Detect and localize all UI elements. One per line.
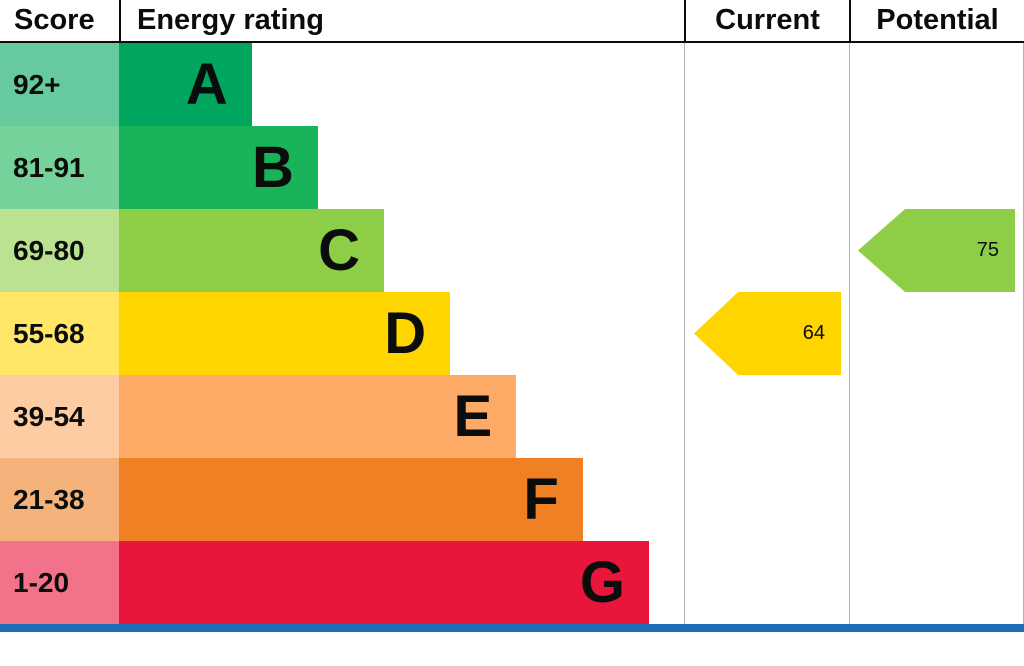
- score-range-a: 92+: [0, 43, 119, 126]
- score-range-c: 69-80: [0, 209, 119, 292]
- band-bar-c: C: [119, 209, 384, 292]
- bar-track-c: C: [119, 209, 684, 292]
- band-letter-d: D: [384, 300, 427, 366]
- band-row-b: 81-91 B: [0, 126, 684, 209]
- bar-track-b: B: [119, 126, 684, 209]
- band-letter-c: C: [318, 217, 360, 283]
- header-energy-rating: Energy rating: [119, 0, 684, 41]
- band-row-f: 21-38 F: [0, 458, 684, 541]
- band-row-g: 1-20 G: [0, 541, 684, 624]
- header-potential: Potential: [849, 0, 1024, 41]
- band-letter-b: B: [251, 134, 294, 200]
- band-letter-g: G: [579, 549, 625, 615]
- band-row-c: 69-80 C: [0, 209, 684, 292]
- chart-body: 92+ A 81-91 B 69-80 C 55-68 D 39-54 E 21-38 F 1-20 G …: [0, 43, 1024, 624]
- current-rating-value: 64: [802, 322, 825, 344]
- score-range-d: 55-68: [0, 292, 119, 375]
- potential-rating-value: 75: [976, 239, 999, 261]
- bar-track-e: E: [119, 375, 684, 458]
- bar-track-a: A: [119, 43, 684, 126]
- current-column: 64: [684, 43, 849, 624]
- score-range-e: 39-54: [0, 375, 119, 458]
- potential-rating-arrow: 75: [858, 209, 1015, 292]
- band-bar-g: G: [119, 541, 649, 624]
- current-rating-arrow: 64: [694, 292, 841, 375]
- chart-header: Score Energy rating Current Potential: [0, 0, 1024, 43]
- header-current: Current: [684, 0, 849, 41]
- band-bar-b: B: [119, 126, 318, 209]
- band-row-d: 55-68 D: [0, 292, 684, 375]
- band-bar-d: D: [119, 292, 451, 375]
- band-letter-e: E: [453, 383, 493, 449]
- bottom-accent-bar: [0, 624, 1024, 632]
- band-bar-a: A: [119, 43, 252, 126]
- band-letter-f: F: [523, 466, 559, 532]
- score-range-b: 81-91: [0, 126, 119, 209]
- band-row-e: 39-54 E: [0, 375, 684, 458]
- band-letter-a: A: [185, 51, 228, 117]
- bar-track-f: F: [119, 458, 684, 541]
- bands-area: 92+ A 81-91 B 69-80 C 55-68 D 39-54 E 21-38 F 1-20 G: [0, 43, 684, 624]
- score-range-g: 1-20: [0, 541, 119, 624]
- bar-track-d: D: [119, 292, 684, 375]
- band-bar-e: E: [119, 375, 517, 458]
- potential-column: 75: [849, 43, 1024, 624]
- band-bar-f: F: [119, 458, 583, 541]
- band-row-a: 92+ A: [0, 43, 684, 126]
- score-range-f: 21-38: [0, 458, 119, 541]
- bar-track-g: G: [119, 541, 684, 624]
- header-score: Score: [14, 4, 95, 36]
